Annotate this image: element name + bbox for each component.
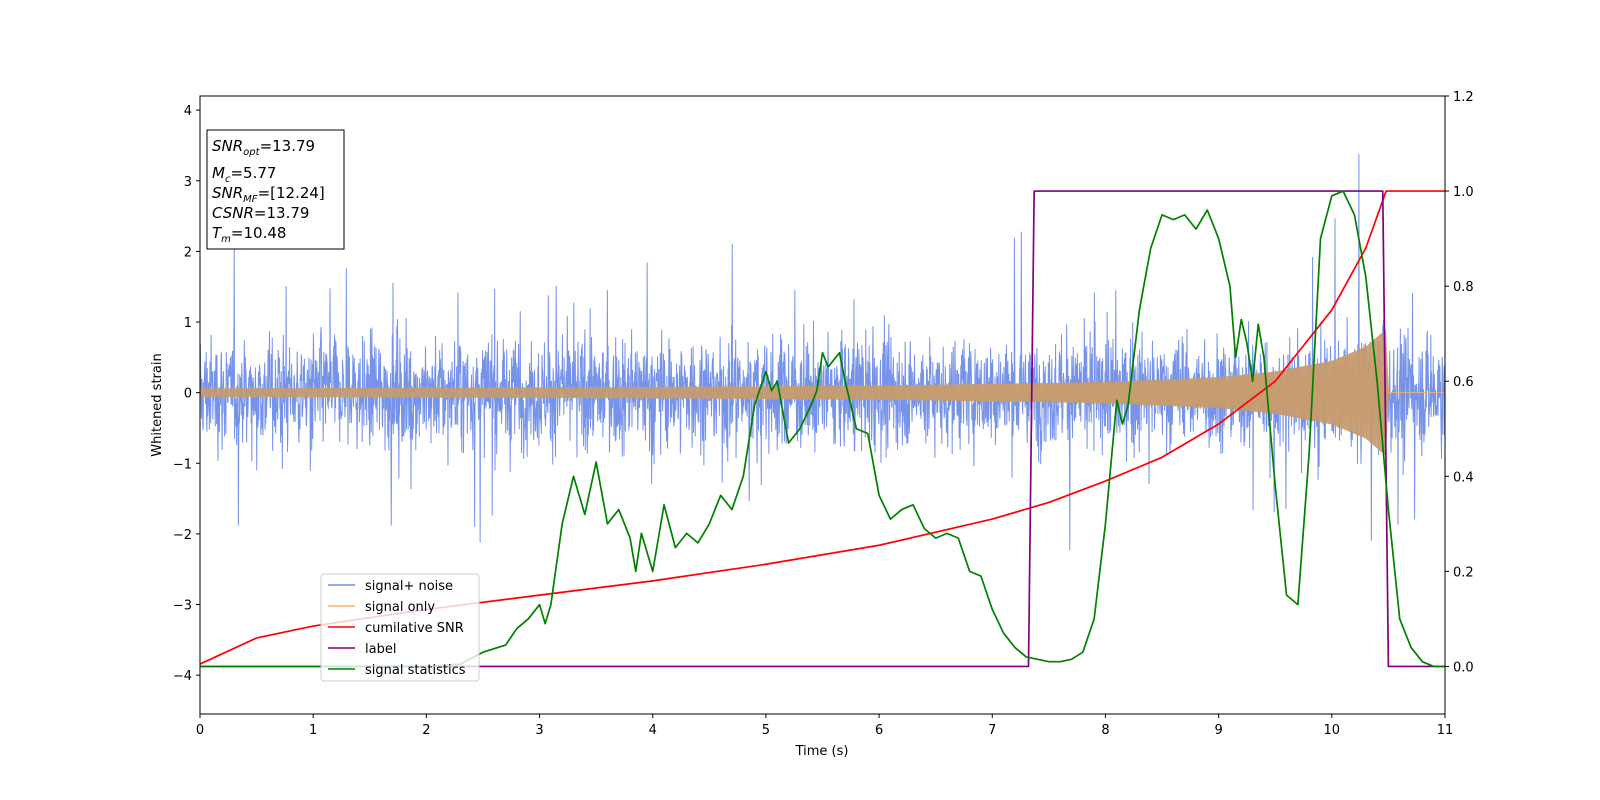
legend-label: signal only xyxy=(365,600,435,615)
legend-item: signal+ noise xyxy=(328,579,453,594)
y2-tick-label: 0.2 xyxy=(1453,565,1474,580)
info-csnr: CSNR=13.79 xyxy=(212,204,309,222)
legend-label: label xyxy=(365,642,396,657)
x-tick-label: 10 xyxy=(1324,723,1341,738)
x-tick-label: 11 xyxy=(1437,723,1454,738)
plot-frame xyxy=(199,95,1446,715)
x-tick-label: 9 xyxy=(1214,723,1222,738)
legend-label: signal+ noise xyxy=(365,579,453,594)
legend-item: cumilative SNR xyxy=(328,621,464,636)
legend-item: signal only xyxy=(328,600,435,615)
y-tick-label: −1 xyxy=(173,457,192,472)
info-tm: Tm=10.48 xyxy=(212,224,286,245)
y-tick-label: −3 xyxy=(173,599,192,614)
y-tick-label: −4 xyxy=(173,669,192,684)
x-tick-label: 5 xyxy=(762,723,770,738)
x-tick-label: 7 xyxy=(988,723,996,738)
legend-label: signal statistics xyxy=(365,663,466,678)
x-tick-label: 3 xyxy=(535,723,543,738)
y2-tick-label: 0.0 xyxy=(1453,660,1474,675)
y2-tick-label: 0.8 xyxy=(1453,280,1474,295)
y2-tick-label: 0.4 xyxy=(1453,470,1474,485)
info-box: SNRopt=13.79 Mc=5.77 SNRMF=[12.24] CSNR=… xyxy=(206,129,345,250)
legend-item: signal statistics xyxy=(328,663,466,678)
series-signal-statistics xyxy=(200,190,1445,668)
y-tick-label: 1 xyxy=(184,316,192,331)
x-axis: 0 1 2 3 4 5 6 7 8 9 10 11 xyxy=(196,714,1453,738)
x-tick-label: 6 xyxy=(875,723,883,738)
info-mc: Mc=5.77 xyxy=(212,164,276,185)
series-label xyxy=(200,190,1445,668)
x-tick-label: 4 xyxy=(649,723,657,738)
x-tick-label: 1 xyxy=(309,723,317,738)
y2-tick-label: 1.0 xyxy=(1453,185,1474,200)
y-tick-label: 2 xyxy=(184,245,192,260)
y-axis-right: 1.2 1.0 0.8 0.6 0.4 0.2 0.0 xyxy=(1445,90,1474,675)
y-axis-title: Whitened strain xyxy=(150,353,165,456)
series-signal-only-envelope xyxy=(200,329,1445,456)
y-tick-label: −2 xyxy=(173,528,192,543)
y-tick-label: 3 xyxy=(184,175,192,190)
y-tick-label: 4 xyxy=(184,104,192,119)
y2-tick-label: 1.2 xyxy=(1453,90,1474,105)
legend: signal+ noise signal only cumilative SNR… xyxy=(320,573,480,682)
x-tick-label: 0 xyxy=(196,723,204,738)
info-snr-opt: SNRopt=13.79 xyxy=(212,137,315,158)
x-axis-title: Time (s) xyxy=(795,744,849,759)
x-tick-label: 2 xyxy=(422,723,430,738)
y-tick-label: 0 xyxy=(184,387,192,402)
legend-label: cumilative SNR xyxy=(365,621,464,636)
legend-item: label xyxy=(328,642,396,657)
x-tick-label: 8 xyxy=(1101,723,1109,738)
y-axis-left: 4 3 2 1 0 −1 −2 −3 −4 xyxy=(173,104,200,684)
info-snr-mf: SNRMF=[12.24] xyxy=(212,184,325,205)
y2-tick-label: 0.6 xyxy=(1453,375,1474,390)
